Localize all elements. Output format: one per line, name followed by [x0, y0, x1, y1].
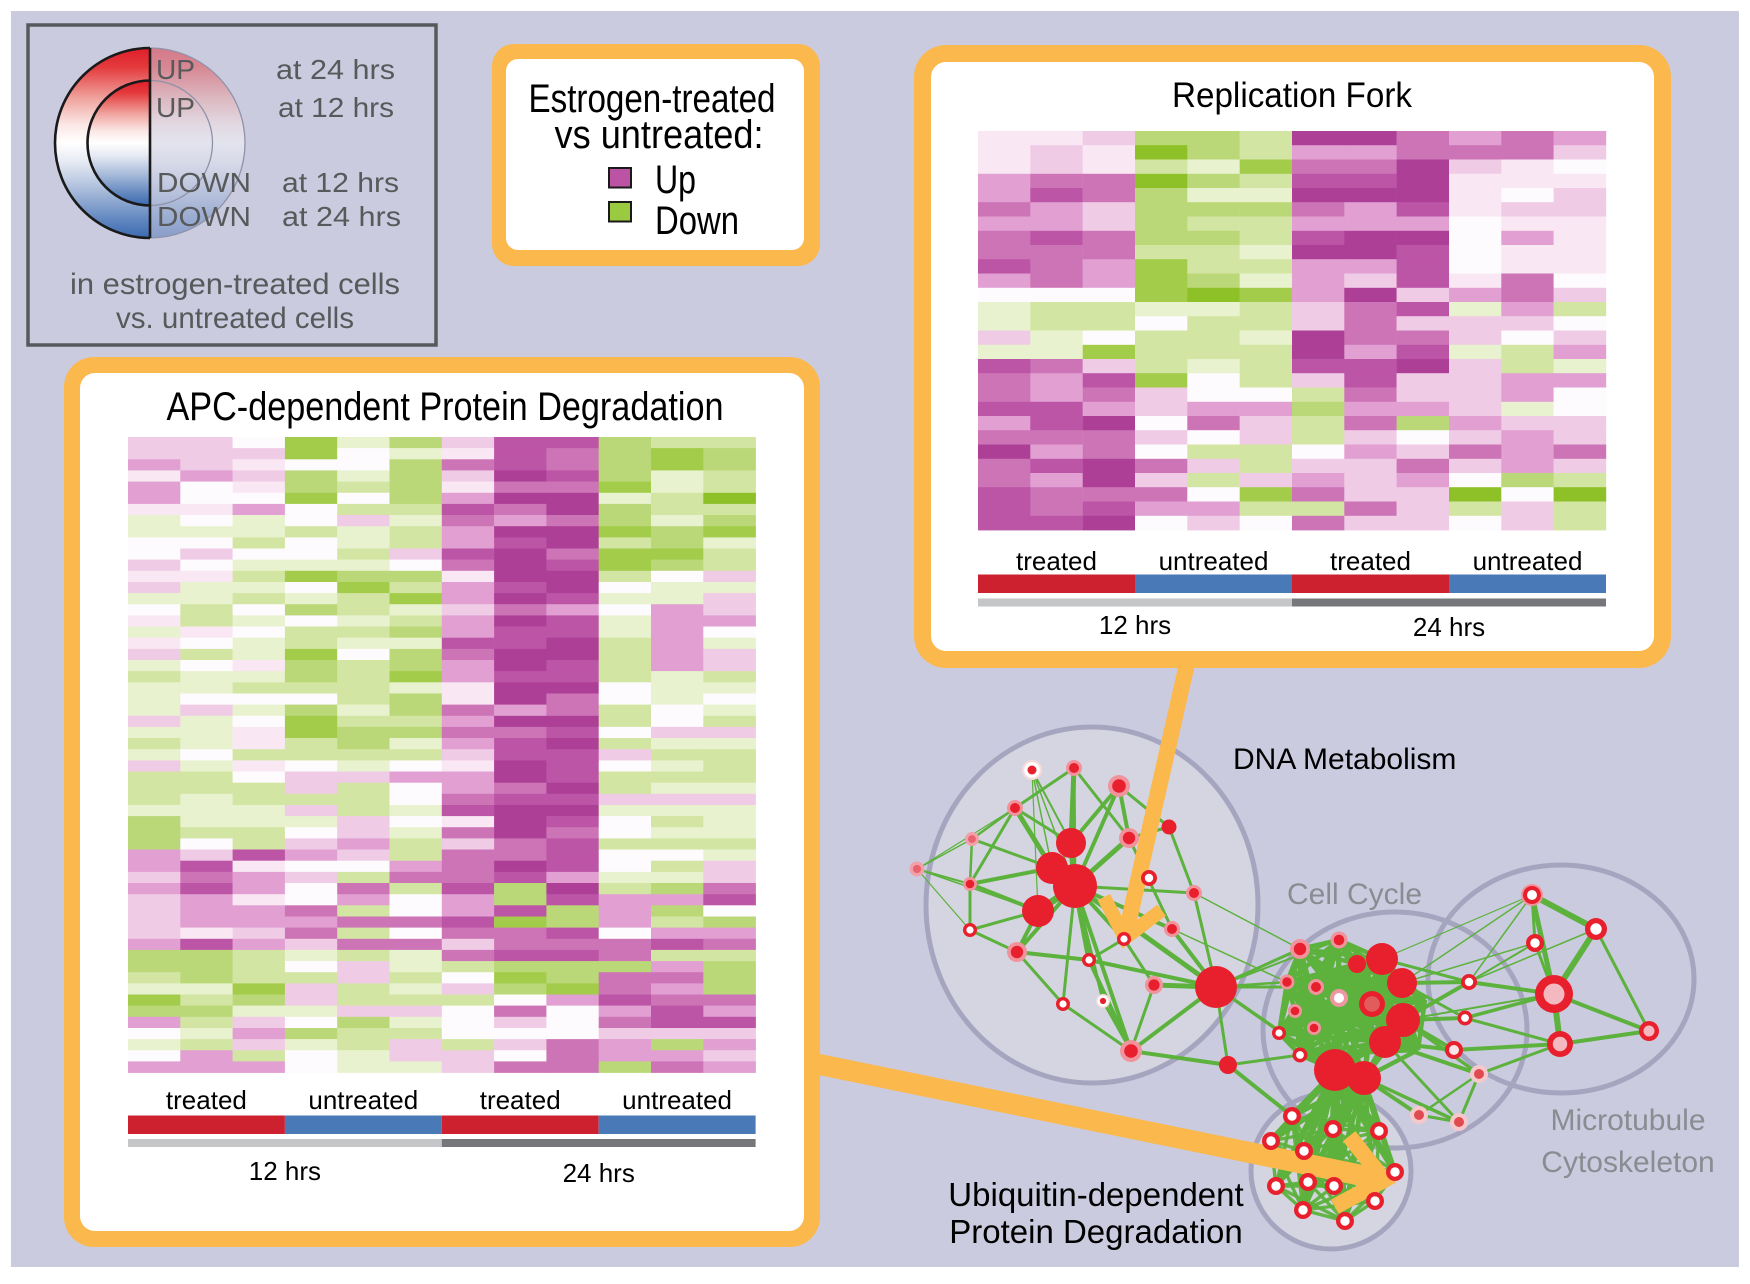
- svg-text:Cell Cycle: Cell Cycle: [1287, 878, 1422, 911]
- svg-text:untreated: untreated: [308, 1085, 418, 1115]
- svg-text:at 24 hrs: at 24 hrs: [276, 54, 395, 85]
- svg-text:at 24 hrs: at 24 hrs: [282, 201, 401, 232]
- svg-text:treated: treated: [1330, 546, 1411, 576]
- svg-text:DOWN: DOWN: [157, 201, 251, 232]
- svg-text:untreated: untreated: [1473, 546, 1583, 576]
- svg-text:Down: Down: [655, 199, 739, 243]
- svg-text:vs. untreated cells: vs. untreated cells: [116, 302, 354, 335]
- svg-text:UP: UP: [156, 54, 195, 85]
- svg-text:12 hrs: 12 hrs: [249, 1156, 321, 1186]
- svg-text:at 12 hrs: at 12 hrs: [282, 167, 399, 198]
- svg-text:24 hrs: 24 hrs: [1413, 612, 1485, 642]
- svg-text:untreated: untreated: [1159, 546, 1269, 576]
- svg-text:DOWN: DOWN: [157, 167, 251, 198]
- svg-text:Cytoskeleton: Cytoskeleton: [1541, 1146, 1714, 1179]
- svg-text:Protein Degradation: Protein Degradation: [949, 1213, 1243, 1250]
- svg-text:APC-dependent Protein Degradat: APC-dependent Protein Degradation: [167, 385, 724, 429]
- svg-text:Replication Fork: Replication Fork: [1172, 76, 1412, 115]
- svg-text:treated: treated: [1016, 546, 1097, 576]
- svg-text:untreated: untreated: [622, 1085, 732, 1115]
- svg-text:in estrogen-treated cells: in estrogen-treated cells: [70, 268, 400, 301]
- svg-text:Up: Up: [655, 158, 696, 202]
- svg-text:treated: treated: [480, 1085, 561, 1115]
- svg-text:12 hrs: 12 hrs: [1099, 610, 1171, 640]
- svg-text:DNA Metabolism: DNA Metabolism: [1233, 743, 1456, 776]
- svg-text:UP: UP: [156, 92, 195, 123]
- svg-text:treated: treated: [166, 1085, 247, 1115]
- svg-text:vs untreated:: vs untreated:: [555, 113, 764, 157]
- svg-text:Ubiquitin-dependent: Ubiquitin-dependent: [948, 1176, 1243, 1213]
- svg-text:24 hrs: 24 hrs: [563, 1158, 635, 1188]
- svg-text:Estrogen-treated: Estrogen-treated: [529, 77, 776, 121]
- svg-text:at 12 hrs: at 12 hrs: [278, 92, 394, 123]
- svg-text:Microtubule: Microtubule: [1550, 1104, 1705, 1137]
